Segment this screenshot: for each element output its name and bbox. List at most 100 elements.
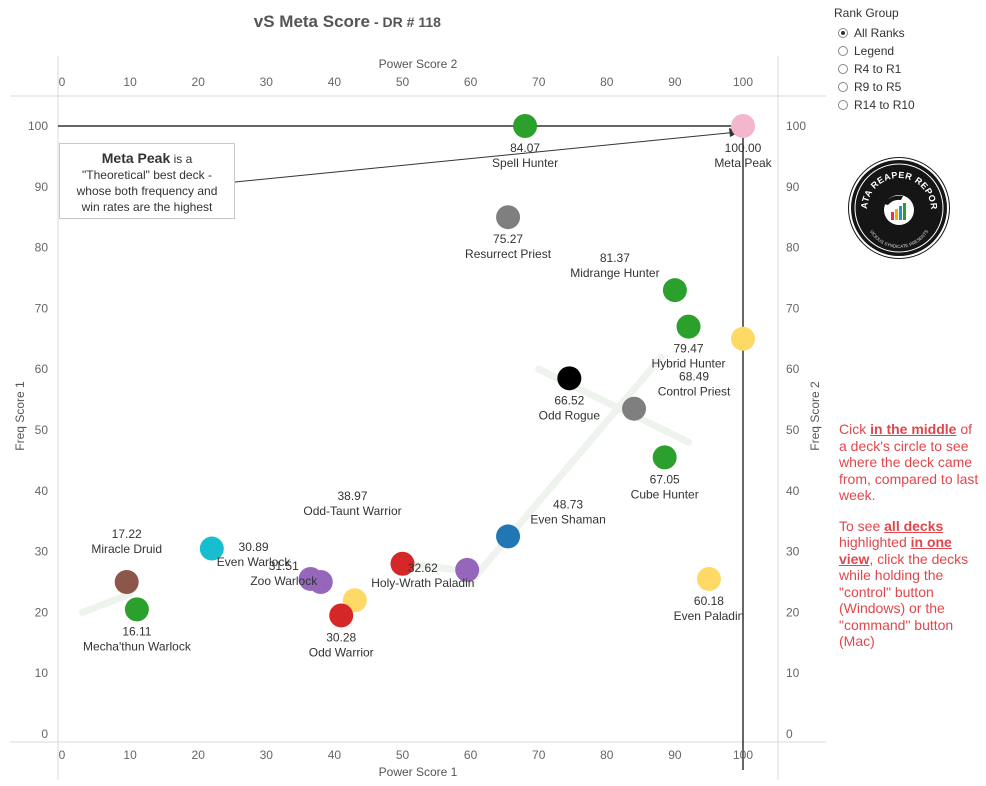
deck-score-label: 48.73 bbox=[553, 497, 583, 511]
x-tick-label: 20 bbox=[192, 748, 206, 762]
deck-name-label: Even Paladin bbox=[674, 609, 745, 623]
radio-icon[interactable] bbox=[838, 46, 848, 56]
y-tick-label: 40 bbox=[35, 484, 49, 498]
y2-tick-label: 80 bbox=[786, 241, 800, 255]
radio-icon[interactable] bbox=[838, 82, 848, 92]
x-tick-label: 70 bbox=[532, 748, 546, 762]
rank-option-r9-to-r5[interactable]: R9 to R5 bbox=[834, 78, 915, 96]
annotation-arrow bbox=[234, 128, 740, 183]
y-tick-label: 50 bbox=[35, 423, 49, 437]
meta-peak-annotation: Meta Peak is a "Theoretical" best deck -… bbox=[59, 143, 235, 219]
rank-option-r14-to-r10[interactable]: R14 to R10 bbox=[834, 96, 915, 114]
annotation-line-3: win rates are the highest bbox=[81, 200, 213, 214]
deck-score-label: 30.28 bbox=[326, 630, 356, 644]
x2-tick-label: 30 bbox=[260, 75, 274, 89]
x-tick-label: 50 bbox=[396, 748, 410, 762]
x-tick-label: 100 bbox=[733, 748, 753, 762]
deck-name-label: Spell Hunter bbox=[492, 156, 558, 170]
deck-point[interactable] bbox=[199, 536, 224, 561]
annotation-line-1: "Theoretical" best deck - bbox=[82, 168, 212, 182]
x2-tick-label: 80 bbox=[600, 75, 614, 89]
y2-tick-label: 90 bbox=[786, 180, 800, 194]
y2-tick-label: 30 bbox=[786, 545, 800, 559]
x-axis-top: 0 10 20 30 40 50 60 70 80 90 100 bbox=[59, 75, 754, 89]
y2-tick-label: 0 bbox=[786, 727, 793, 741]
chart-subtitle: - DR # 118 bbox=[374, 14, 441, 30]
y2-tick-label: 40 bbox=[786, 484, 800, 498]
x-tick-label: 40 bbox=[328, 748, 342, 762]
deck-name-label: Meta Peak bbox=[714, 156, 772, 170]
deck-score-label: 75.27 bbox=[493, 232, 523, 246]
deck-score-label: 81.37 bbox=[600, 251, 630, 265]
deck-score-label: 30.89 bbox=[239, 540, 269, 554]
radio-icon[interactable] bbox=[838, 64, 848, 74]
movement-trails bbox=[78, 353, 693, 616]
x-tick-label: 30 bbox=[260, 748, 274, 762]
deck-point[interactable] bbox=[652, 445, 677, 470]
annotation-after-bold: is a bbox=[170, 152, 193, 166]
x-axis-title-bottom: Power Score 1 bbox=[379, 765, 458, 779]
deck-point[interactable] bbox=[124, 597, 149, 622]
x2-tick-label: 20 bbox=[192, 75, 206, 89]
deck-point[interactable] bbox=[696, 566, 721, 591]
deck-point[interactable] bbox=[329, 603, 354, 628]
instructions-text: Cick in the middle of a deck's circle to… bbox=[839, 421, 981, 664]
rank-option-label: R9 to R5 bbox=[854, 80, 902, 94]
annotation-bold: Meta Peak bbox=[101, 150, 171, 166]
x-tick-label: 0 bbox=[59, 748, 66, 762]
x-axis-bottom: 0 10 20 30 40 50 60 70 80 90 100 bbox=[59, 748, 754, 762]
y-tick-label: 20 bbox=[35, 605, 49, 619]
trail-2 bbox=[78, 590, 134, 616]
plot-frame bbox=[10, 56, 826, 780]
rank-option-all-ranks[interactable]: All Ranks bbox=[834, 24, 915, 42]
y-tick-label: 10 bbox=[35, 666, 49, 680]
rank-option-label: Legend bbox=[854, 44, 895, 58]
deck-point[interactable] bbox=[731, 114, 755, 138]
radio-icon[interactable] bbox=[838, 100, 848, 110]
x-tick-label: 90 bbox=[668, 748, 682, 762]
y-tick-label: 80 bbox=[35, 241, 49, 255]
deck-point[interactable] bbox=[496, 205, 521, 230]
instructions-emphasis: in one view bbox=[839, 534, 952, 567]
deck-score-label: 67.05 bbox=[650, 472, 680, 486]
x2-tick-label: 60 bbox=[464, 75, 478, 89]
deck-point[interactable] bbox=[731, 326, 755, 351]
deck-point[interactable] bbox=[308, 570, 333, 594]
x2-tick-label: 50 bbox=[396, 75, 410, 89]
deck-point[interactable] bbox=[390, 551, 415, 576]
y-axis-left: 0 10 20 30 40 50 60 70 80 90 100 bbox=[28, 119, 48, 741]
y-axis-title-right: Freq Score 2 bbox=[808, 381, 822, 451]
data-points bbox=[114, 114, 755, 628]
rank-option-r4-to-r1[interactable]: R4 to R1 bbox=[834, 60, 915, 78]
rank-option-label: All Ranks bbox=[854, 26, 905, 40]
x-axis-title-top: Power Score 2 bbox=[379, 57, 458, 71]
y2-tick-label: 100 bbox=[786, 119, 806, 133]
deck-name-label: Control Priest bbox=[658, 385, 731, 399]
deck-point[interactable] bbox=[622, 396, 647, 421]
deck-name-label: Midrange Hunter bbox=[570, 266, 659, 280]
deck-point[interactable] bbox=[557, 366, 582, 391]
deck-name-label: Zoo Warlock bbox=[250, 574, 318, 588]
rank-option-legend[interactable]: Legend bbox=[834, 42, 915, 60]
deck-point[interactable] bbox=[662, 278, 687, 303]
deck-point[interactable] bbox=[496, 524, 521, 549]
deck-point[interactable] bbox=[114, 570, 139, 594]
y-tick-label: 0 bbox=[41, 727, 48, 741]
deck-name-label: Odd Rogue bbox=[539, 408, 601, 422]
trail-0 bbox=[467, 353, 665, 586]
x-tick-label: 10 bbox=[123, 748, 137, 762]
y2-tick-label: 20 bbox=[786, 605, 800, 619]
instructions-paragraph-2: To see all decks highlighted in one view… bbox=[839, 517, 969, 650]
deck-point[interactable] bbox=[513, 114, 538, 138]
x2-tick-label: 90 bbox=[668, 75, 682, 89]
y2-tick-label: 50 bbox=[786, 423, 800, 437]
x2-tick-label: 70 bbox=[532, 75, 546, 89]
radio-icon[interactable] bbox=[838, 28, 848, 38]
deck-point[interactable] bbox=[676, 314, 701, 339]
y2-tick-label: 70 bbox=[786, 301, 800, 315]
y-axis-right: 0 10 20 30 40 50 60 70 80 90 100 bbox=[786, 119, 806, 741]
deck-score-label: 68.49 bbox=[679, 370, 709, 384]
deck-point[interactable] bbox=[455, 557, 480, 582]
